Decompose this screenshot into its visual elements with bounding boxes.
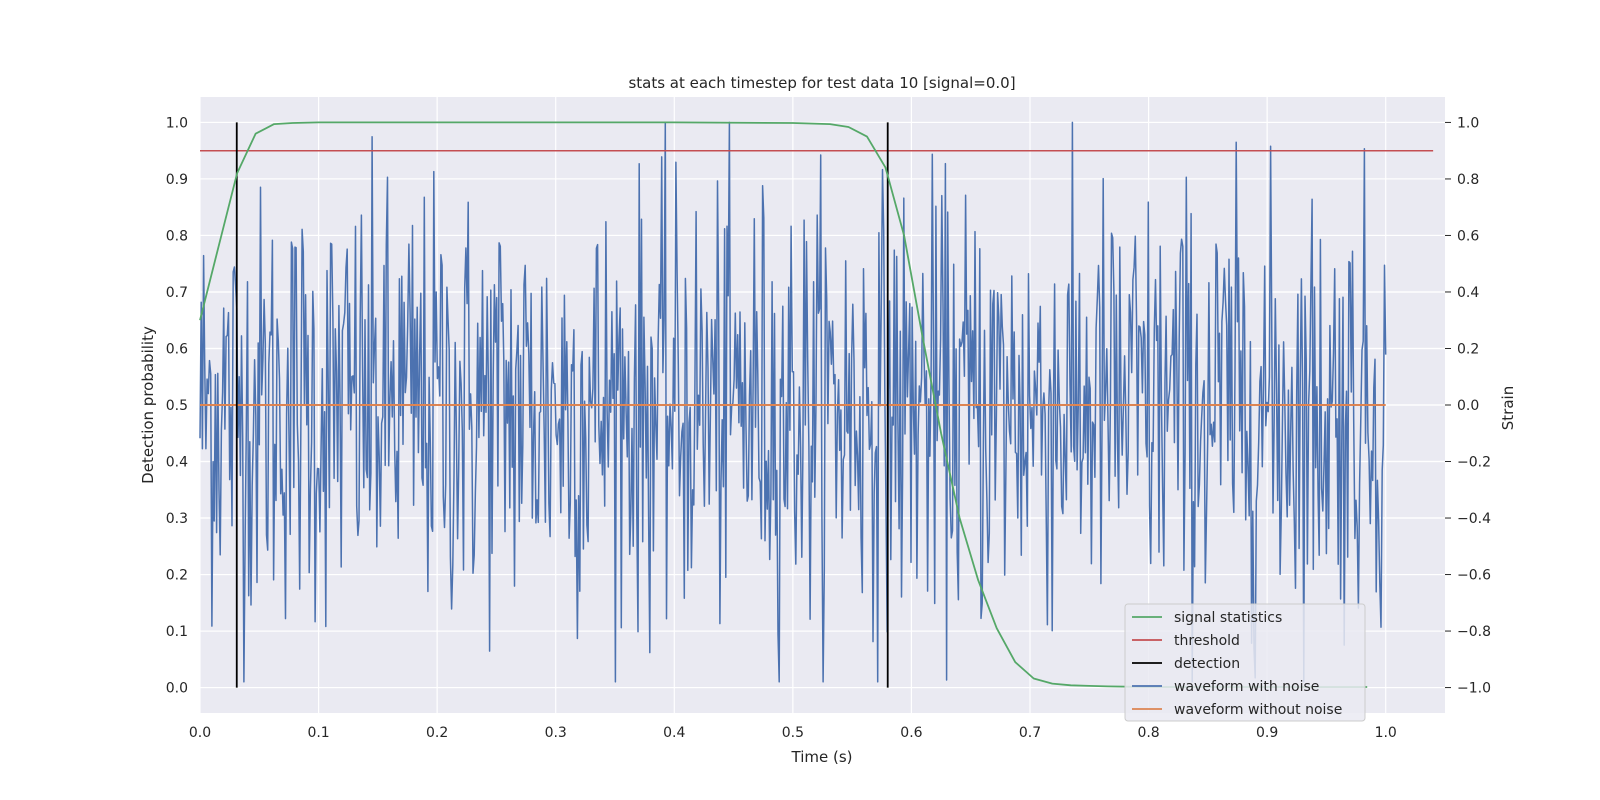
y2-tick-label: 1.0	[1457, 115, 1479, 131]
y2-tick-label: −0.2	[1457, 455, 1491, 471]
y2-tick-label: −0.6	[1457, 568, 1491, 584]
y2-tick-label: −1.0	[1457, 681, 1491, 697]
legend-box	[1124, 603, 1366, 722]
y-tick-label: 0.4	[166, 455, 188, 471]
y-tick-label: 0.9	[166, 172, 188, 188]
y-axis-label: Detection probability	[139, 326, 157, 484]
y-tick-label: 0.0	[166, 681, 188, 697]
y-tick-label: 0.7	[166, 285, 188, 301]
y-tick-label: 0.3	[166, 511, 188, 527]
y-axis-right: −1.0 −0.8 −0.6 −0.4 −0.2 0.0 0.2 0.4 0.6 0.8 1.0	[1445, 115, 1491, 697]
x-tick-label: 1.0	[1375, 725, 1397, 741]
y-tick-label: 0.8	[166, 228, 188, 244]
x-tick-label: 0.1	[307, 725, 329, 741]
y-tick-label: 0.5	[166, 398, 188, 414]
x-tick-label: 0.8	[1137, 725, 1159, 741]
x-tick-label: 0.3	[545, 725, 567, 741]
series-waveform-with-noise	[199, 121, 1387, 683]
x-axis: 0.0 0.1 0.2 0.3 0.4 0.5 0.6 0.7 0.8 0.9 1.0	[189, 725, 1397, 741]
y-tick-label: 0.1	[166, 624, 188, 640]
y2-tick-label: 0.0	[1457, 398, 1479, 414]
legend-label-detection: detection	[1174, 656, 1240, 672]
y-axis-left: 0.0 0.1 0.2 0.3 0.4 0.5 0.6 0.7 0.8 0.9 1.0	[166, 115, 188, 696]
x-tick-label: 0.7	[1019, 725, 1041, 741]
y-tick-label: 0.2	[166, 568, 188, 584]
legend: signal statistics threshold detection wa…	[1124, 603, 1366, 722]
y2-tick-label: 0.4	[1457, 285, 1479, 301]
series-layer	[199, 121, 1434, 688]
x-tick-label: 0.5	[782, 725, 804, 741]
y2-tick-label: 0.2	[1457, 341, 1479, 357]
legend-label-waveform-with-noise: waveform with noise	[1174, 679, 1319, 695]
legend-label-waveform-without-noise: waveform without noise	[1174, 702, 1342, 718]
x-tick-label: 0.2	[426, 725, 448, 741]
y2-tick-label: −0.4	[1457, 511, 1491, 527]
y2-tick-label: 0.8	[1457, 172, 1479, 188]
y2-tick-label: −0.8	[1457, 624, 1491, 640]
chart-title: stats at each timestep for test data 10 …	[628, 74, 1015, 92]
x-tick-label: 0.0	[189, 725, 211, 741]
x-tick-label: 0.9	[1256, 725, 1278, 741]
legend-label-signal-statistics: signal statistics	[1174, 610, 1282, 626]
legend-label-threshold: threshold	[1174, 633, 1240, 649]
y2-tick-label: 0.6	[1457, 228, 1479, 244]
y-tick-label: 1.0	[166, 115, 188, 131]
series-signal-statistics	[199, 121, 1368, 688]
x-tick-label: 0.4	[663, 725, 685, 741]
x-tick-label: 0.6	[900, 725, 922, 741]
x-axis-label: Time (s)	[791, 748, 853, 766]
y-tick-label: 0.6	[166, 341, 188, 357]
y2-axis-label: Strain	[1499, 386, 1517, 430]
